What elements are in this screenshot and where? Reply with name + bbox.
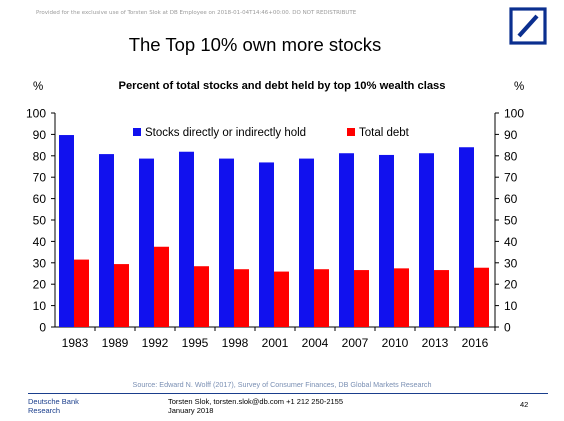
x-tick-label: 1995 <box>182 336 209 350</box>
stocks-bar <box>259 162 274 327</box>
y-tick-label-right: 70 <box>504 171 518 185</box>
y-tick-label-right: 50 <box>504 214 518 228</box>
page-number: 42 <box>520 400 529 409</box>
stocks-bar <box>419 153 434 327</box>
y-tick-label-right: 20 <box>504 278 518 292</box>
source-note: Source: Edward N. Wolff (2017), Survey o… <box>132 380 432 389</box>
legend-swatch-stocks <box>133 128 141 136</box>
x-tick-label: 1992 <box>142 336 169 350</box>
footer-divider <box>28 393 548 394</box>
legend-label-stocks: Stocks directly or indirectly hold <box>145 127 306 139</box>
author-contact: Torsten Slok, torsten.slok@db.com +1 212… <box>168 397 343 415</box>
debt-bar <box>114 264 129 327</box>
y-tick-label-right: 60 <box>504 192 518 206</box>
x-tick-label: 1998 <box>222 336 249 350</box>
debt-bar <box>194 266 209 327</box>
y-tick-label-left: 50 <box>33 214 47 228</box>
y-tick-label-right: 0 <box>504 321 511 335</box>
debt-bar <box>74 259 89 327</box>
x-tick-label: 2013 <box>422 336 449 350</box>
brand-label: Deutsche Bank Research <box>28 397 79 415</box>
y-tick-label-right: 100 <box>504 107 524 121</box>
stocks-bar <box>379 154 394 327</box>
y-tick-label-left: 10 <box>33 299 47 313</box>
y-tick-label-left: 90 <box>33 128 47 142</box>
y-axis-label-right: % <box>514 81 524 93</box>
debt-bar <box>394 268 409 327</box>
y-tick-label-left: 80 <box>33 149 47 163</box>
brand-division: Research <box>28 406 61 415</box>
debt-bar <box>434 270 449 327</box>
x-tick-label: 1989 <box>102 336 129 350</box>
stocks-bar <box>219 158 234 327</box>
debt-bar <box>354 270 369 327</box>
stocks-bar <box>139 158 154 327</box>
legend-label-debt: Total debt <box>359 127 410 139</box>
y-tick-label-left: 100 <box>26 107 46 121</box>
debt-bar <box>474 267 489 327</box>
y-tick-label-left: 40 <box>33 235 47 249</box>
stocks-bar <box>299 158 314 327</box>
y-tick-label-left: 60 <box>33 192 47 206</box>
legend-swatch-debt <box>347 128 355 136</box>
x-tick-label: 2004 <box>302 336 329 350</box>
brand-name: Deutsche Bank <box>28 397 79 406</box>
slide-title: The Top 10% own more stocks <box>128 34 382 55</box>
debt-bar <box>274 271 289 327</box>
stocks-bar <box>339 153 354 327</box>
debt-bar <box>314 269 329 327</box>
y-tick-label-right: 40 <box>504 235 518 249</box>
y-tick-label-left: 30 <box>33 256 47 270</box>
x-tick-label: 1983 <box>62 336 89 350</box>
debt-bar <box>234 269 249 327</box>
stocks-bar <box>59 135 74 327</box>
y-tick-label-right: 30 <box>504 256 518 270</box>
x-tick-label: 2010 <box>382 336 409 350</box>
y-tick-label-left: 20 <box>33 278 47 292</box>
x-tick-label: 2007 <box>342 336 369 350</box>
y-tick-label-left: 0 <box>39 321 46 335</box>
contact-line: Torsten Slok, torsten.slok@db.com +1 212… <box>168 397 344 406</box>
y-axis-label-left: % <box>33 81 43 93</box>
x-tick-label: 2001 <box>262 336 289 350</box>
y-tick-label-right: 90 <box>504 128 518 142</box>
x-tick-label: 2016 <box>462 336 489 350</box>
stocks-bar <box>459 147 474 327</box>
y-tick-label-right: 80 <box>504 149 518 163</box>
deutsche-bank-logo-icon <box>509 7 547 45</box>
chart-title: Percent of total stocks and debt held by… <box>118 80 445 92</box>
debt-bar <box>154 246 169 327</box>
stocks-bar <box>179 151 194 327</box>
y-tick-label-left: 70 <box>33 171 47 185</box>
disclaimer-text: Provided for the exclusive use of Torste… <box>36 10 357 16</box>
y-tick-label-right: 10 <box>504 299 518 313</box>
date-line: January 2018 <box>168 406 214 415</box>
stocks-bar <box>99 154 114 327</box>
